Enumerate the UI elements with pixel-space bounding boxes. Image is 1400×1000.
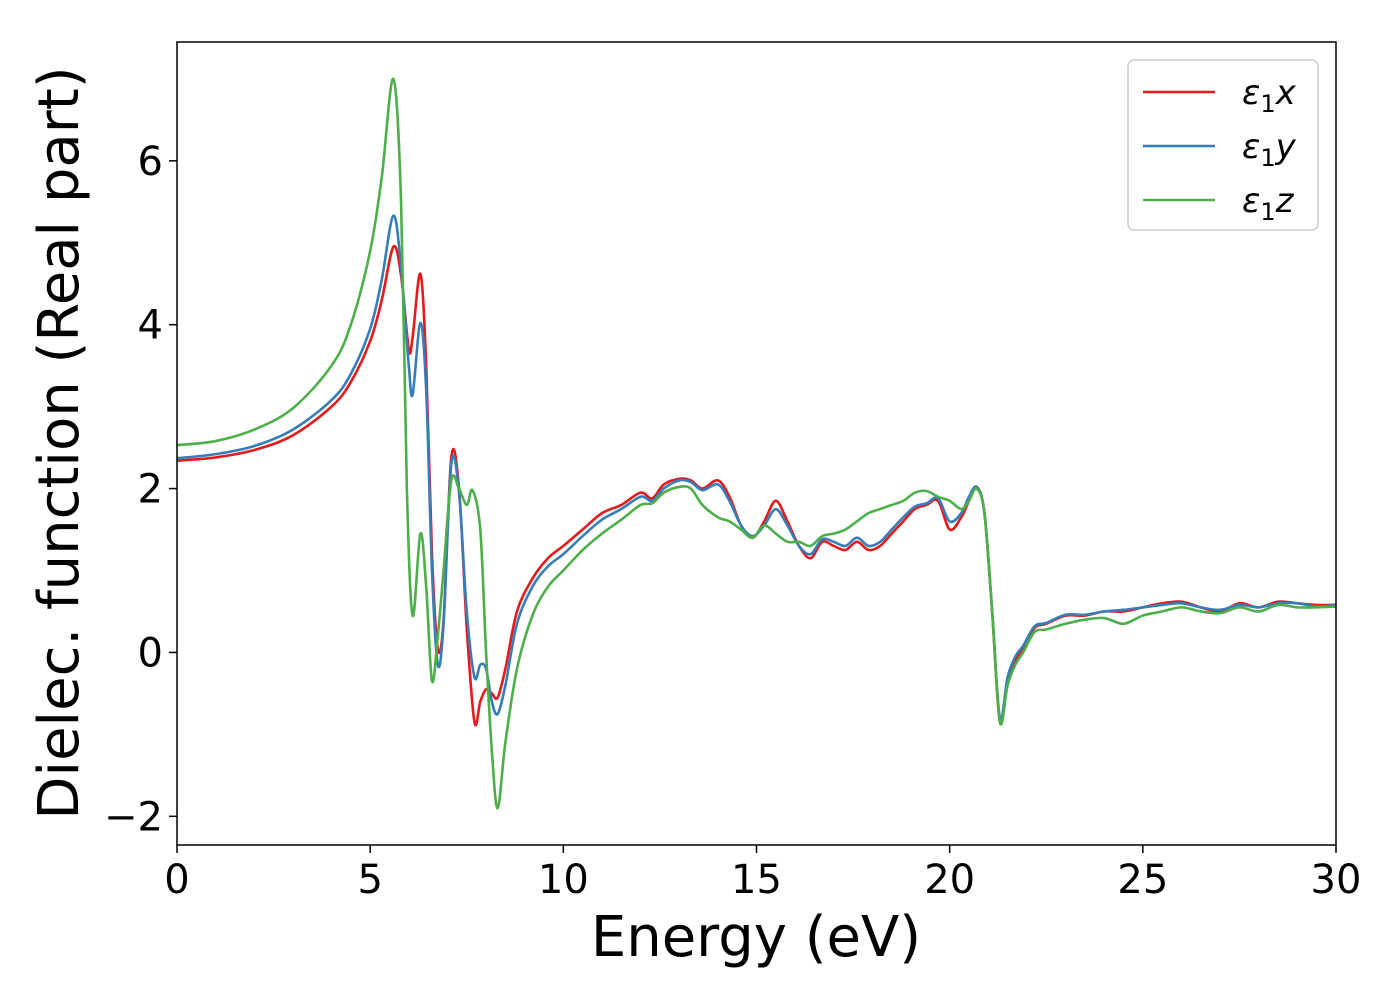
series-layer — [177, 77, 1336, 810]
x-axis-title: Energy (eV) — [591, 905, 921, 970]
legend-label-y: ε1y — [1242, 127, 1297, 172]
x-tick-label: 30 — [1311, 857, 1362, 903]
x-axis-ticks: 0 5 10 15 20 25 30 — [164, 845, 1361, 903]
x-tick-label: 5 — [357, 857, 382, 903]
x-tick-label: 20 — [924, 857, 975, 903]
x-tick-label: 10 — [538, 857, 589, 903]
y-tick-label: −2 — [104, 794, 163, 840]
series-line-y — [177, 214, 1336, 722]
legend: ε1x ε1y ε1z — [1127, 59, 1319, 231]
y-tick-label: 2 — [138, 467, 163, 513]
y-tick-label: 4 — [138, 303, 163, 349]
series-line-z — [177, 77, 1336, 810]
y-tick-label: 0 — [138, 630, 163, 676]
legend-label-x: ε1x — [1242, 73, 1297, 118]
x-tick-label: 25 — [1117, 857, 1168, 903]
x-tick-label: 15 — [731, 857, 782, 903]
x-tick-label: 0 — [164, 857, 189, 903]
legend-frame — [1127, 59, 1319, 231]
y-tick-label: 6 — [138, 139, 163, 185]
y-axis-title: Dielec. function (Real part) — [27, 66, 92, 819]
legend-label-z: ε1z — [1242, 181, 1295, 226]
y-axis-ticks: −2 0 2 4 6 — [104, 139, 177, 840]
